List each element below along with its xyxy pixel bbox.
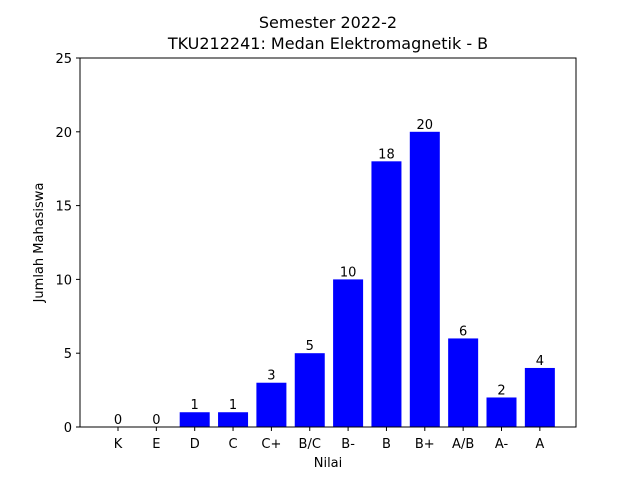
y-tick-label-25: 25 [55, 52, 72, 67]
x-tick-label-B/C: B/C [299, 437, 321, 452]
x-tick-label-B+: B+ [415, 437, 435, 452]
bar-A [524, 367, 555, 427]
x-tick-label-C: C [229, 437, 238, 452]
bars-layer [179, 131, 555, 428]
x-tick-label-E: E [152, 437, 160, 452]
bar-C [218, 412, 249, 427]
chart-subtitle: TKU212241: Medan Elektromagnetik - B [167, 34, 488, 53]
x-tick-label-B-: B- [341, 437, 355, 452]
y-axis-label: Jumlah Mahasiswa [32, 183, 47, 304]
x-tick-label-D: D [190, 437, 200, 452]
bar-D [179, 412, 210, 427]
x-axis-ticks: K E D C C+ B/C B- B B+ A/B A- A [114, 427, 544, 452]
data-label-B: 18 [378, 147, 395, 162]
bar-B+ [409, 131, 440, 428]
data-labels-layer: 0 0 1 1 3 5 10 18 20 6 2 4 [114, 118, 544, 428]
y-tick-label-10: 10 [55, 273, 72, 288]
x-tick-label-K: K [114, 437, 123, 452]
data-label-A-: 2 [497, 383, 505, 398]
bar-B/C [294, 353, 325, 427]
data-label-B/C: 5 [306, 339, 314, 354]
data-label-B-: 10 [340, 265, 357, 280]
y-tick-label-5: 5 [64, 347, 72, 362]
chart-title: Semester 2022-2 [259, 13, 397, 32]
x-tick-label-C+: C+ [261, 437, 281, 452]
y-tick-label-20: 20 [55, 126, 72, 141]
data-label-K: 0 [114, 413, 122, 428]
plot-frame [79, 57, 577, 428]
data-label-C: 1 [229, 398, 237, 413]
x-tick-label-A/B: A/B [452, 437, 474, 452]
data-label-D: 1 [191, 398, 199, 413]
data-label-E: 0 [152, 413, 160, 428]
y-axis-ticks: 0 5 10 15 20 25 [55, 52, 80, 436]
data-label-A: 4 [536, 354, 544, 369]
data-label-A/B: 6 [459, 324, 467, 339]
y-tick-label-0: 0 [64, 421, 72, 436]
bar-B- [333, 279, 364, 427]
bar-C+ [256, 382, 287, 427]
data-label-B+: 20 [417, 118, 434, 133]
x-axis-label: Nilai [314, 456, 343, 471]
x-tick-label-A-: A- [495, 437, 509, 452]
x-tick-label-A: A [535, 437, 544, 452]
x-tick-label-B: B [382, 437, 391, 452]
y-tick-label-15: 15 [55, 200, 72, 215]
bar-B [371, 161, 402, 427]
data-label-C+: 3 [267, 369, 275, 384]
bar-A- [486, 397, 517, 427]
bar-A/B [448, 338, 479, 427]
